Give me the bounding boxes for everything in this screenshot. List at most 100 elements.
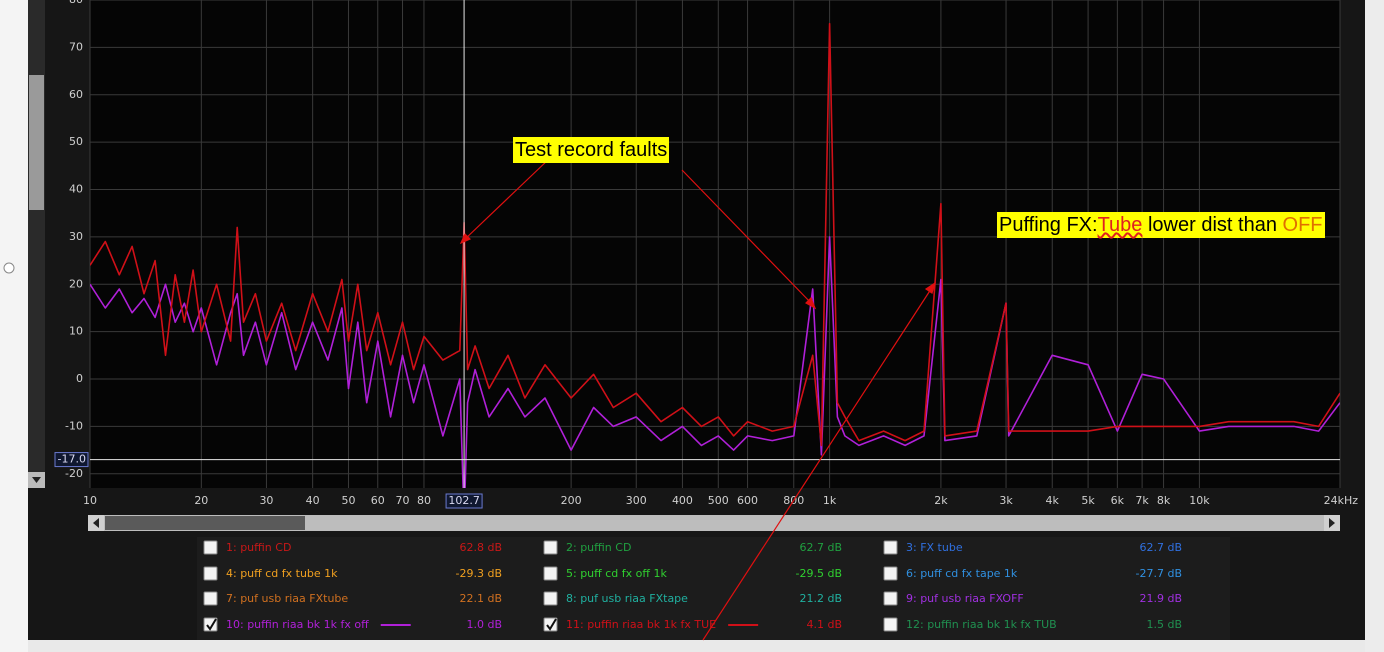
channel-label[interactable]: 4: puff cd fx tube 1k (226, 567, 338, 580)
cursor-x-label: 102.7 (448, 494, 480, 507)
y-tick-label: -20 (65, 467, 83, 480)
spectrum-line (90, 22, 1340, 447)
resize-handle[interactable] (3, 262, 15, 274)
x-tick-label: 200 (561, 494, 582, 507)
channel-checkbox[interactable] (883, 566, 898, 581)
channel-level: 62.7 dB (799, 541, 842, 554)
y-tick-label: 20 (69, 277, 83, 290)
channel-checkbox[interactable] (203, 540, 218, 555)
x-tick-label: 10k (1189, 494, 1210, 507)
y-tick-label: 10 (69, 325, 83, 338)
horizontal-scroll-thumb[interactable] (105, 516, 305, 530)
channel-checkbox[interactable] (543, 540, 558, 555)
channel-label[interactable]: 12: puffin riaa bk 1k fx TUB (906, 618, 1057, 631)
annotation-arrow (702, 285, 934, 641)
channel-level: 62.8 dB (459, 541, 502, 554)
channel-level: -29.5 dB (796, 567, 843, 580)
scroll-right-arrow (1329, 518, 1335, 528)
plot-area (90, 0, 1340, 488)
channel-label[interactable]: 9: puf usb riaa FXOFF (906, 592, 1024, 605)
x-tick-label: 80 (417, 494, 431, 507)
x-tick-label: 2k (934, 494, 948, 507)
cursor-y-label: -17.0 (58, 453, 86, 466)
x-tick-label: 70 (396, 494, 410, 507)
x-tick-label: 40 (306, 494, 320, 507)
channel-label[interactable]: 2: puffin CD (566, 541, 631, 554)
horizontal-scrollbar[interactable] (88, 515, 1340, 531)
y-tick-label: -10 (65, 419, 83, 432)
y-tick-label: 40 (69, 183, 83, 196)
arrow-head (459, 232, 472, 245)
cursor-x-box (445, 493, 483, 509)
channel-checkbox[interactable] (883, 617, 898, 632)
channel-level: 62.7 dB (1139, 541, 1182, 554)
channel-label[interactable]: 10: puffin riaa bk 1k fx off (226, 618, 369, 631)
channel-checkbox[interactable] (203, 566, 218, 581)
x-tick-label: 4k (1046, 494, 1060, 507)
x-tick-label: 20 (194, 494, 208, 507)
channel-level: -27.7 dB (1136, 567, 1183, 580)
channel-label[interactable]: 5: puff cd fx off 1k (566, 567, 667, 580)
x-tick-label: 300 (626, 494, 647, 507)
annotation-puffing: Puffing FX:Tube lower dist than OFF (997, 212, 1325, 238)
channel-checkbox[interactable] (883, 591, 898, 606)
channel-checkbox[interactable] (543, 566, 558, 581)
channel-label[interactable]: 11: puffin riaa bk 1k fx TUE (566, 618, 716, 631)
channel-level: 21.2 dB (799, 592, 842, 605)
annotation-text: OFF (1282, 214, 1323, 236)
window-margin-right (1365, 0, 1384, 652)
channel-label[interactable]: 7: puf usb riaa FXtube (226, 592, 348, 605)
x-tick-label: 500 (708, 494, 729, 507)
vertical-scrollbar[interactable] (28, 0, 45, 488)
channel-checkbox[interactable] (203, 591, 218, 606)
cursor-y-box (54, 452, 89, 468)
channel-checkbox[interactable] (883, 540, 898, 555)
vertical-scroll-thumb[interactable] (29, 75, 44, 210)
channel-checkbox[interactable] (543, 591, 558, 606)
channel-level: 21.9 dB (1139, 592, 1182, 605)
x-tick-label: 30 (259, 494, 273, 507)
x-tick-label: 60 (371, 494, 385, 507)
x-tick-label: 400 (672, 494, 693, 507)
x-tick-label: 5k (1081, 494, 1095, 507)
y-tick-label: 30 (69, 230, 83, 243)
x-tick-label: 1k (823, 494, 837, 507)
window-margin (0, 0, 28, 652)
x-tick-label: 10 (83, 494, 97, 507)
channel-label[interactable]: 6: puff cd fx tape 1k (906, 567, 1018, 580)
y-tick-label: 70 (69, 40, 83, 53)
scroll-down-arrow (32, 477, 41, 483)
x-tick-label: 8k (1157, 494, 1171, 507)
channel-label[interactable]: 1: puffin CD (226, 541, 291, 554)
x-tick-label: 7k (1135, 494, 1149, 507)
channel-level: 4.1 dB (806, 618, 842, 631)
arrow-head (924, 281, 937, 294)
annotation-arrow (681, 169, 814, 306)
annotation-text: Tube (1097, 214, 1143, 236)
channel-label[interactable]: 8: puf usb riaa FXtape (566, 592, 688, 605)
x-tick-label: 600 (737, 494, 758, 507)
x-tick-label: 3k (999, 494, 1013, 507)
channel-level: 1.0 dB (466, 618, 502, 631)
checkmark (206, 618, 217, 631)
x-tick-label: 6k (1111, 494, 1125, 507)
annotation-arrow (462, 157, 551, 242)
y-tick-label: 60 (69, 88, 83, 101)
x-tick-label: 50 (341, 494, 355, 507)
y-tick-label: 80 (69, 0, 83, 6)
channel-level: 1.5 dB (1146, 618, 1182, 631)
checkmark (546, 618, 557, 631)
arrow-head (805, 296, 817, 310)
y-tick-label: 50 (69, 135, 83, 148)
annotation-faults: Test record faults (513, 137, 670, 163)
scroll-left-arrow (93, 518, 99, 528)
channel-label[interactable]: 3: FX tube (906, 541, 963, 554)
annotation-text: Puffing FX: (999, 214, 1098, 236)
y-tick-label: 0 (76, 372, 83, 385)
annotation-text: lower dist than (1147, 214, 1277, 236)
channel-level: 22.1 dB (459, 592, 502, 605)
x-tick-label: 24kHz (1324, 494, 1359, 507)
channel-level: -29.3 dB (456, 567, 503, 580)
